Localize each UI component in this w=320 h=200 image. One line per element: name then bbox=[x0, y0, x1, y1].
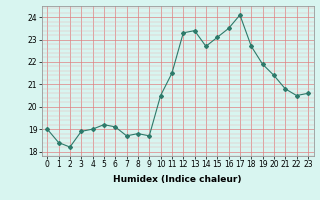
X-axis label: Humidex (Indice chaleur): Humidex (Indice chaleur) bbox=[113, 175, 242, 184]
